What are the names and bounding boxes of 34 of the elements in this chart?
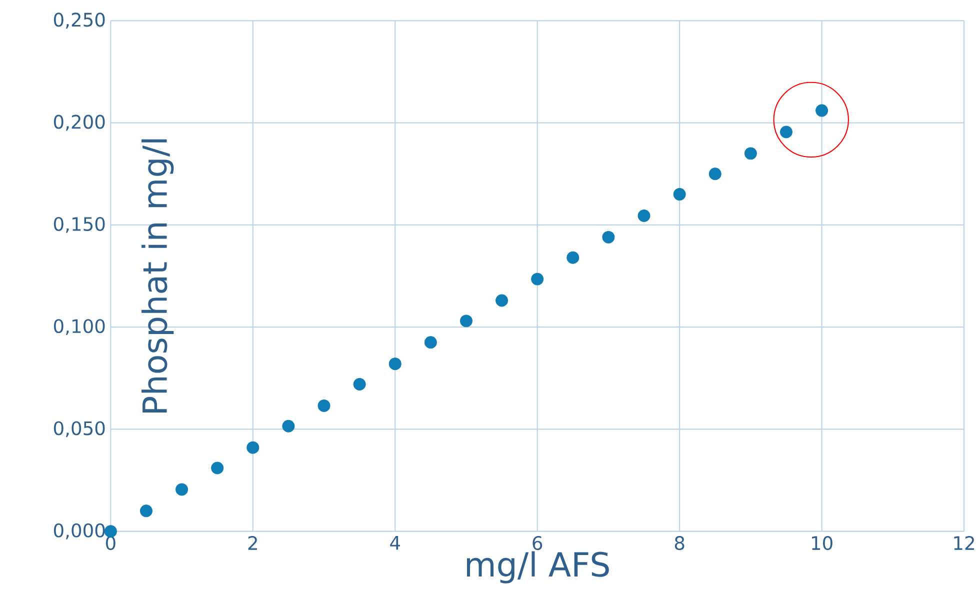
point xyxy=(388,358,402,370)
point xyxy=(424,336,437,349)
point xyxy=(708,168,722,180)
y-tick-label: 0,000 xyxy=(54,523,105,540)
x-tick-label: 4 xyxy=(390,536,400,550)
y-tick-label: 0,050 xyxy=(54,421,105,438)
y-tick-label: 0,250 xyxy=(54,12,105,29)
point xyxy=(780,126,792,138)
point xyxy=(816,104,828,117)
x-axis-title: mg/l AFS xyxy=(467,551,609,584)
x-tick-label: 2 xyxy=(248,536,257,550)
x-tick-label: 8 xyxy=(674,536,684,550)
point xyxy=(531,272,544,286)
y-tick-label: 0,150 xyxy=(54,216,105,233)
point xyxy=(282,420,295,432)
point xyxy=(602,230,615,244)
y-axis-title: Phosphat in mg/l xyxy=(142,139,174,412)
point xyxy=(496,294,508,307)
y-tick-label: 0,200 xyxy=(54,114,105,131)
point xyxy=(246,441,260,454)
point xyxy=(638,209,650,222)
point xyxy=(673,188,686,201)
point xyxy=(566,251,580,264)
x-tick-label: 6 xyxy=(532,536,542,550)
point xyxy=(744,147,757,160)
point xyxy=(460,314,472,328)
x-tick-label: 10 xyxy=(812,536,832,550)
point xyxy=(211,462,224,474)
y-tick-label: 0,100 xyxy=(54,319,105,336)
point xyxy=(140,504,152,518)
point xyxy=(353,378,366,391)
x-tick-label: 12 xyxy=(954,536,974,550)
point xyxy=(176,483,188,496)
point xyxy=(318,399,330,412)
